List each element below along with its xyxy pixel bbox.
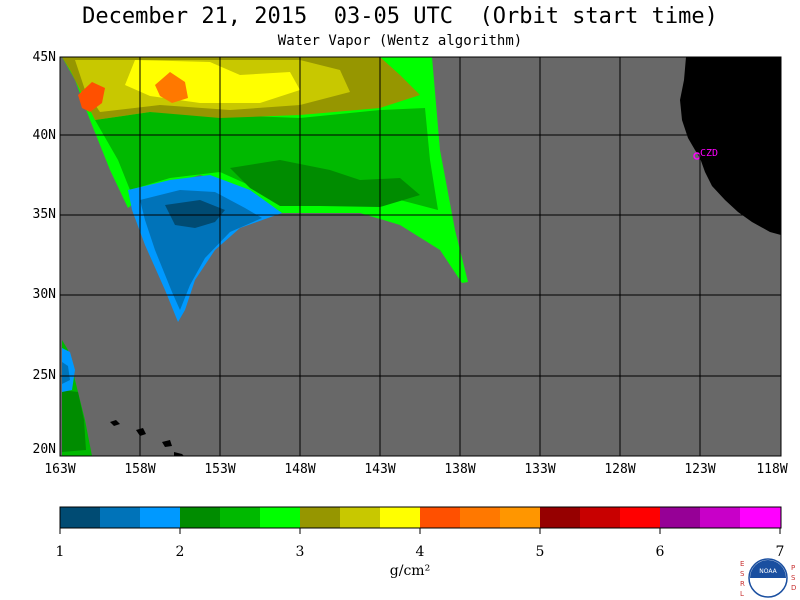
swath-dark-blue: [165, 200, 225, 228]
lon-label-148w: 148W: [284, 462, 316, 477]
colorbar-swatch: [340, 507, 381, 528]
page-title: December 21, 2015 03-05 UTC (Orbit start…: [82, 4, 718, 29]
colorbar-swatch: [140, 507, 181, 528]
lat-label-45n: 45N: [32, 50, 56, 65]
colorbar-label-7: 7: [775, 544, 785, 560]
lat-label-25n: 25N: [32, 368, 56, 383]
land-hawaii-2: [136, 428, 146, 436]
colorbar: [60, 507, 781, 528]
lon-label-153w: 153W: [204, 462, 236, 477]
lon-label-138w: 138W: [444, 462, 476, 477]
land-hawaii-1: [110, 420, 120, 426]
lat-label-30n: 30N: [32, 287, 56, 302]
colorbar-swatch: [60, 507, 101, 528]
svg-text:E: E: [740, 560, 744, 568]
noaa-logo: NOAA E S R L P S D: [740, 558, 796, 598]
colorbar-swatch: [500, 507, 541, 528]
colorbar-swatch: [100, 507, 141, 528]
colorbar-swatch: [180, 507, 221, 528]
land-hawaii-4: [174, 452, 184, 456]
colorbar-swatch: [580, 507, 621, 528]
map-gridlines: [60, 57, 781, 456]
colorbar-label-2: 2: [175, 544, 185, 560]
swath-dark-green: [230, 160, 420, 207]
svg-text:D: D: [791, 584, 796, 592]
swath-orange-center: [155, 72, 188, 103]
colorbar-swatch: [740, 507, 781, 528]
lon-label-123w: 123W: [684, 462, 716, 477]
colorbar-label-1: 1: [55, 544, 65, 560]
colorbar-label-5: 5: [535, 544, 545, 560]
swath2-dark-green: [62, 390, 86, 452]
colorbar-swatch: [380, 507, 421, 528]
svg-text:S: S: [791, 574, 796, 582]
svg-text:NOAA: NOAA: [759, 568, 777, 575]
swath-orange-west: [78, 82, 105, 112]
colorbar-swatch: [300, 507, 341, 528]
lon-label-133w: 133W: [524, 462, 556, 477]
lon-label-118w: 118W: [756, 462, 788, 477]
svg-text:P: P: [791, 564, 795, 572]
svg-text:S: S: [740, 570, 745, 578]
lon-label-163w: 163W: [44, 462, 76, 477]
station-label: CZD: [700, 148, 718, 159]
map-frame: [59, 56, 782, 457]
colorbar-unit: g/cm²: [389, 563, 431, 579]
colorbar-label-3: 3: [295, 544, 305, 560]
lon-label-143w: 143W: [364, 462, 396, 477]
colorbar-ticks: [59, 528, 781, 534]
colorbar-swatch: [540, 507, 581, 528]
colorbar-swatch: [220, 507, 261, 528]
lon-label-158w: 158W: [124, 462, 156, 477]
page-subtitle: Water Vapor (Wentz algorithm): [277, 33, 523, 49]
colorbar-swatch: [260, 507, 301, 528]
land-california: [680, 57, 781, 235]
colorbar-swatch: [660, 507, 701, 528]
lat-label-20n: 20N: [32, 442, 56, 457]
swath2-dark-blue: [62, 362, 70, 384]
lat-label-40n: 40N: [32, 128, 56, 143]
swath-blue: [140, 190, 262, 310]
svg-text:R: R: [740, 580, 745, 588]
colorbar-swatch: [460, 507, 501, 528]
colorbar-swatch: [620, 507, 661, 528]
land-hawaii-3: [162, 440, 172, 447]
colorbar-swatch: [700, 507, 741, 528]
lon-label-128w: 128W: [604, 462, 636, 477]
colorbar-swatch: [420, 507, 461, 528]
colorbar-label-4: 4: [415, 544, 425, 560]
lat-label-35n: 35N: [32, 207, 56, 222]
svg-text:L: L: [740, 590, 744, 598]
colorbar-label-6: 6: [655, 544, 665, 560]
